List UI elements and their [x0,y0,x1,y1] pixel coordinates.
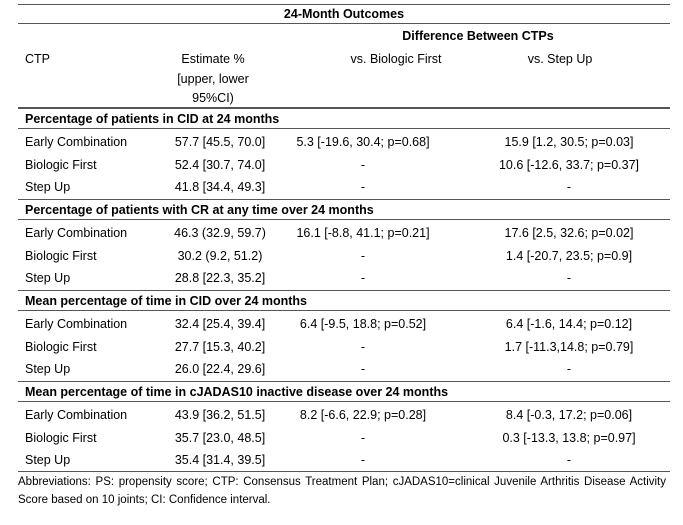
cell: 17.6 [2.5, 32.6; p=0.02] [504,226,634,240]
cell: 6.4 [-1.6, 14.4; p=0.12] [505,317,633,331]
rule [18,310,670,311]
cell: 35.4 [31.4, 39.5] [174,453,266,467]
section-title: Percentage of patients with CR at any ti… [25,203,374,217]
cell: - [360,248,366,263]
rule [18,290,670,291]
footnote: Abbreviations: PS: propensity score; CTP… [18,476,666,506]
cell: - [566,362,572,376]
cell: 8.2 [-6.6, 22.9; p=0.28] [299,408,427,422]
rule [18,401,670,402]
cell: Biologic First [25,430,97,445]
column-header: [upper, lower [177,71,249,86]
cell: Early Combination [25,317,128,331]
cell: 52.4 [30.7, 74.0] [174,157,266,172]
cell: - [566,180,572,194]
cell: 5.3 [-19.6, 30.4; p=0.68] [296,135,430,149]
cell: 27.7 [15.3, 40.2] [174,339,266,354]
column-header: 95%CI) [192,91,234,105]
cell: - [566,453,572,467]
cell: 26.0 [22.4, 29.6] [174,362,266,376]
cell: 8.4 [-0.3, 17.2; p=0.06] [505,408,633,422]
cell: Biologic First [25,248,97,263]
cell: 43.9 [36.2, 51.5] [174,408,266,422]
table-title: 24-Month Outcomes [283,7,405,21]
cell: 57.7 [45.5, 70.0] [174,135,266,149]
cell: 35.7 [23.0, 48.5] [174,430,266,445]
cell: 30.2 (9.2, 51.2) [177,248,263,263]
cell: - [360,157,366,172]
cell: 1.4 [-20.7, 23.5; p=0.9] [505,248,633,263]
column-header: CTP [25,52,50,66]
cell: Step Up [25,180,71,194]
rule [18,128,670,129]
rule [18,381,670,382]
rule [18,23,670,24]
section-title: Mean percentage of time in cJADAS10 inac… [25,385,449,399]
cell: 46.3 (32.9, 59.7) [174,226,266,240]
cell: 1.7 [-11.3,14.8; p=0.79] [504,339,634,354]
rule [18,4,670,5]
cell: 10.6 [-12.6, 33.7; p=0.37] [498,157,640,172]
cell: - [360,339,366,354]
cell: - [360,430,366,445]
rule [18,219,670,220]
cell: - [360,180,366,194]
cell: Early Combination [25,135,128,149]
cell: Biologic First [25,339,97,354]
cell: Step Up [25,362,71,376]
cell: Step Up [25,271,71,285]
column-header: vs. Biologic First [350,52,442,66]
section-title: Mean percentage of time in CID over 24 m… [25,294,308,308]
cell: 16.1 [-8.8, 41.1; p=0.21] [296,226,430,240]
rule [18,471,670,472]
group-header: Difference Between CTPs [402,29,554,43]
cell: - [360,271,366,285]
cell: 15.9 [1.2, 30.5; p=0.03] [504,135,634,149]
section-title: Percentage of patients in CID at 24 mont… [25,112,280,126]
cell: - [360,362,366,376]
cell: Step Up [25,453,71,467]
cell: Biologic First [25,157,97,172]
cell: 41.8 [34.4, 49.3] [174,180,266,194]
cell: - [566,271,572,285]
column-header: vs. Step Up [527,52,593,66]
cell: - [360,453,366,467]
cell: 6.4 [-9.5, 18.8; p=0.52] [299,317,427,331]
cell: 0.3 [-13.3, 13.8; p=0.97] [502,430,636,445]
cell: Early Combination [25,226,128,240]
column-header: Estimate % [181,52,245,66]
cell: 32.4 [25.4, 39.4] [174,317,266,331]
cell: 28.8 [22.3, 35.2] [174,271,266,285]
rule [18,107,670,109]
rule [18,199,670,200]
cell: Early Combination [25,408,128,422]
